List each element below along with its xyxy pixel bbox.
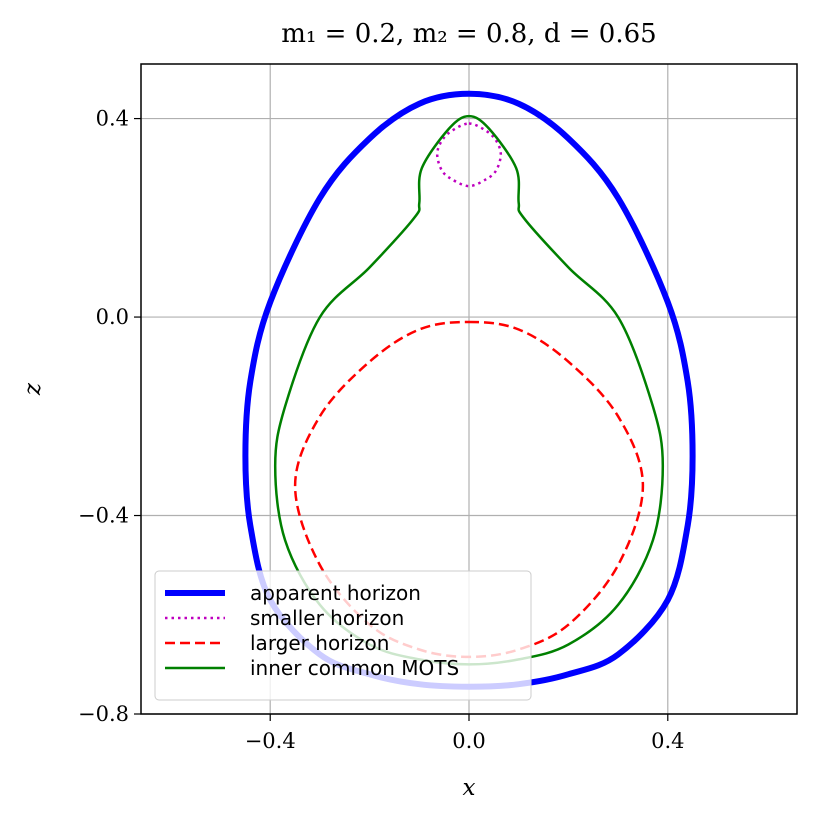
x-axis-label: x <box>463 775 476 801</box>
legend-label: smaller horizon <box>250 606 404 630</box>
legend-label: larger horizon <box>250 631 389 655</box>
x-tick-label: 0.4 <box>651 729 684 753</box>
chart-title: m₁ = 0.2, m₂ = 0.8, d = 0.65 <box>281 19 656 49</box>
x-tick-label: −0.4 <box>245 729 296 753</box>
y-tick-label: 0.4 <box>96 107 129 131</box>
x-tick-label: 0.0 <box>452 729 485 753</box>
y-tick-label: −0.8 <box>78 702 129 726</box>
y-tick-label: 0.0 <box>96 305 129 329</box>
axis-ticks: −0.4 0.0 0.4 −0.8 −0.4 0.0 0.4 <box>78 107 684 753</box>
y-tick-label: −0.4 <box>78 504 129 528</box>
legend-box <box>154 570 532 701</box>
curve-smaller-horizon <box>435 122 503 188</box>
y-axis-label: z <box>20 382 46 396</box>
legend-label: apparent horizon <box>250 581 421 605</box>
legend-label: inner common MOTS <box>250 656 459 680</box>
